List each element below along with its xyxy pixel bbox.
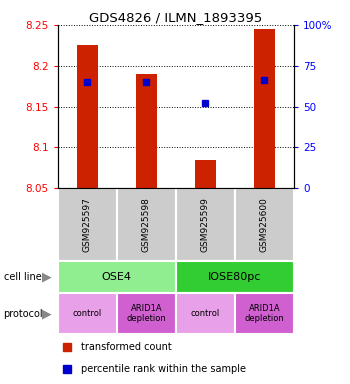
Text: control: control bbox=[73, 309, 102, 318]
Bar bbox=[117, 293, 176, 334]
Bar bbox=[176, 261, 294, 293]
Bar bbox=[195, 160, 216, 188]
Text: ARID1A
depletion: ARID1A depletion bbox=[126, 304, 166, 323]
Bar bbox=[117, 188, 176, 261]
Text: cell line: cell line bbox=[4, 272, 41, 282]
Text: OSE4: OSE4 bbox=[102, 272, 132, 282]
Bar bbox=[176, 188, 235, 261]
Text: GSM925598: GSM925598 bbox=[142, 197, 151, 252]
Text: IOSE80pc: IOSE80pc bbox=[208, 272, 262, 282]
Title: GDS4826 / ILMN_1893395: GDS4826 / ILMN_1893395 bbox=[89, 11, 262, 24]
Text: control: control bbox=[191, 309, 220, 318]
Text: GSM925597: GSM925597 bbox=[83, 197, 92, 252]
Bar bbox=[58, 261, 176, 293]
Bar bbox=[176, 293, 235, 334]
Text: protocol: protocol bbox=[4, 309, 43, 319]
Bar bbox=[254, 29, 275, 188]
Bar bbox=[235, 293, 294, 334]
Text: percentile rank within the sample: percentile rank within the sample bbox=[81, 364, 246, 374]
Bar bbox=[58, 293, 117, 334]
Bar bbox=[77, 45, 98, 188]
Bar bbox=[235, 188, 294, 261]
Text: ▶: ▶ bbox=[42, 307, 52, 320]
Text: ARID1A
depletion: ARID1A depletion bbox=[245, 304, 284, 323]
Text: GSM925600: GSM925600 bbox=[260, 197, 269, 252]
Bar bbox=[58, 188, 117, 261]
Text: GSM925599: GSM925599 bbox=[201, 197, 210, 252]
Text: transformed count: transformed count bbox=[81, 342, 172, 352]
Bar bbox=[136, 74, 157, 188]
Text: ▶: ▶ bbox=[42, 271, 52, 284]
